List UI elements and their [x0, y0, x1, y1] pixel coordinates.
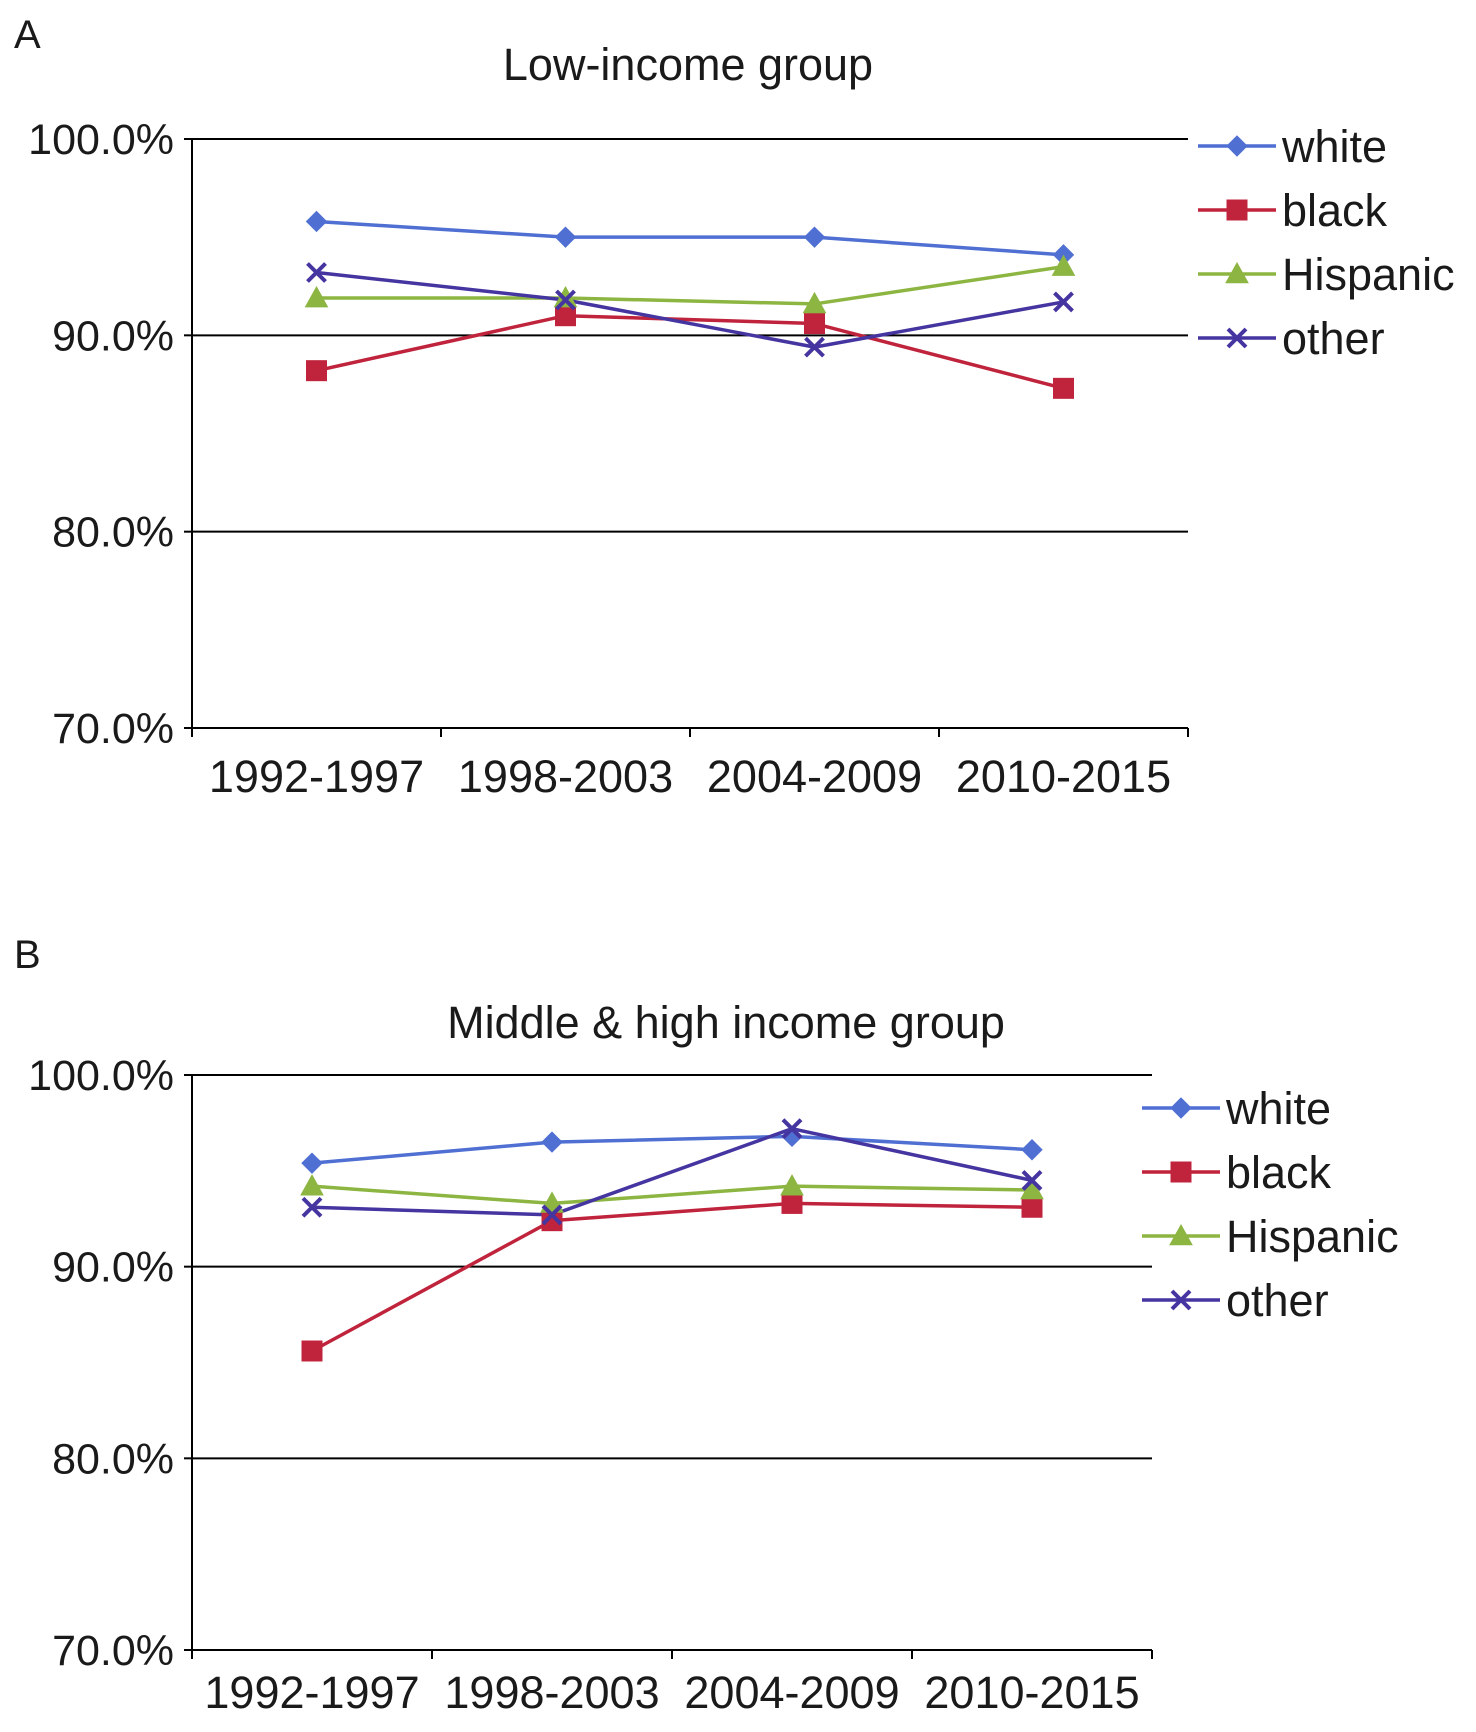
legend-swatch-marker — [1225, 261, 1249, 284]
x-tick-label: 1998-2003 — [458, 751, 673, 802]
legend-label: black — [1226, 1147, 1332, 1198]
data-point-white — [1021, 1139, 1043, 1161]
legend-label: black — [1282, 185, 1388, 236]
legend-item-other: other — [1142, 1275, 1329, 1326]
data-point-white — [803, 226, 826, 248]
x-tick-label: 1992-1997 — [209, 751, 424, 802]
series-line-black — [311, 1201, 1033, 1353]
legend-label: Hispanic — [1226, 1211, 1399, 1262]
x-tick-label: 2004-2009 — [684, 1667, 899, 1718]
chart-panel-b: B Middle & high income group 100.0% 90.0%… — [14, 933, 1399, 1718]
legend-label: other — [1226, 1275, 1329, 1326]
y-tick-label: 100.0% — [28, 1052, 174, 1100]
data-point-hispanic — [780, 1174, 804, 1196]
series-line-white — [311, 1134, 1033, 1165]
gridlines-b — [192, 1074, 1152, 1460]
data-point-other — [301, 1196, 323, 1218]
legend-swatch-marker — [1170, 1097, 1192, 1119]
legend-b: white black Hispanic other — [1142, 1083, 1399, 1326]
data-point-other — [1021, 1170, 1043, 1191]
data-point-hispanic — [802, 291, 827, 314]
legend-label: other — [1282, 313, 1385, 364]
chart-title-b: Middle & high income group — [447, 997, 1005, 1048]
x-tick-label: 1992-1997 — [204, 1667, 419, 1718]
y-tick-label: 70.0% — [52, 705, 174, 753]
legend-swatch-marker — [1226, 135, 1248, 157]
y-tick-label: 90.0% — [52, 1244, 174, 1292]
x-tick-label: 2004-2009 — [707, 751, 922, 802]
legend-swatch-marker — [1170, 1289, 1192, 1311]
panel-label-a: A — [14, 13, 41, 57]
panel-label-b: B — [14, 933, 41, 977]
legend-label: Hispanic — [1282, 249, 1455, 300]
data-point-other — [306, 262, 327, 283]
data-point-black — [306, 360, 327, 382]
x-tick-label: 1998-2003 — [444, 1667, 659, 1718]
data-point-hispanic — [300, 1174, 324, 1196]
y-tick-labels-a: 100.0% 90.0% 80.0% 70.0% — [28, 116, 174, 753]
data-point-hispanic — [1020, 1177, 1044, 1200]
data-point-white — [301, 1152, 323, 1174]
legend-a: white black Hispanic other — [1198, 121, 1455, 364]
data-point-other — [781, 1118, 803, 1140]
series-line-hispanic — [311, 1184, 1033, 1206]
data-point-black — [781, 1192, 803, 1214]
series-line-other — [316, 270, 1064, 349]
series-line-black — [316, 313, 1064, 391]
y-tick-label: 80.0% — [52, 509, 174, 557]
series-layer-b — [300, 1118, 1044, 1362]
data-point-other — [1053, 291, 1074, 313]
data-point-white — [541, 1131, 563, 1153]
legend-swatch-marker — [1169, 1223, 1193, 1246]
legend-item-white: white — [1198, 121, 1387, 172]
series-line-white — [316, 219, 1064, 257]
chart-panel-a: A Low-income group 100.0% 90.0% 80.0% 70.0%… — [14, 13, 1455, 802]
x-tick-label: 2010-2015 — [956, 751, 1171, 802]
x-tick-label: 2010-2015 — [924, 1667, 1139, 1718]
y-tick-label: 70.0% — [52, 1627, 174, 1675]
legend-item-black: black — [1198, 185, 1388, 236]
series-line-other — [311, 1126, 1033, 1217]
legend-swatch-marker — [1226, 327, 1248, 349]
data-point-other — [541, 1204, 563, 1226]
data-point-white — [305, 210, 328, 233]
legend-swatch-marker — [1170, 1161, 1192, 1183]
data-point-black — [804, 313, 825, 335]
series-layer-a — [304, 210, 1076, 399]
data-point-black — [1021, 1196, 1043, 1218]
data-point-hispanic — [1051, 254, 1076, 276]
legend-item-black: black — [1142, 1147, 1332, 1198]
axes-a — [184, 138, 1189, 737]
data-point-black — [301, 1340, 323, 1362]
legend-label: white — [1281, 121, 1387, 172]
gridlines-a — [192, 138, 1188, 533]
x-tick-labels-a: 1992-1997 1998-2003 2004-2009 2010-2015 — [209, 751, 1171, 802]
legend-item-white: white — [1142, 1083, 1331, 1134]
legend-item-other: other — [1198, 313, 1385, 364]
data-point-other — [555, 289, 576, 311]
data-point-black — [1053, 377, 1074, 399]
y-tick-label: 80.0% — [52, 1435, 174, 1483]
legend-item-hispanic: Hispanic — [1198, 249, 1455, 300]
x-tick-labels-b: 1992-1997 1998-2003 2004-2009 2010-2015 — [204, 1667, 1139, 1718]
legend-label: white — [1225, 1083, 1331, 1134]
data-point-other — [804, 336, 825, 358]
legend-item-hispanic: Hispanic — [1142, 1211, 1399, 1262]
y-tick-label: 100.0% — [28, 116, 174, 164]
y-tick-label: 90.0% — [52, 312, 174, 360]
legend-swatch-marker — [1226, 199, 1248, 221]
data-point-white — [554, 226, 577, 248]
chart-title-a: Low-income group — [503, 39, 873, 90]
series-line-hispanic — [316, 264, 1064, 306]
data-point-hispanic — [304, 286, 329, 308]
y-tick-labels-b: 100.0% 90.0% 80.0% 70.0% — [28, 1052, 174, 1675]
axes-b — [184, 1074, 1153, 1659]
